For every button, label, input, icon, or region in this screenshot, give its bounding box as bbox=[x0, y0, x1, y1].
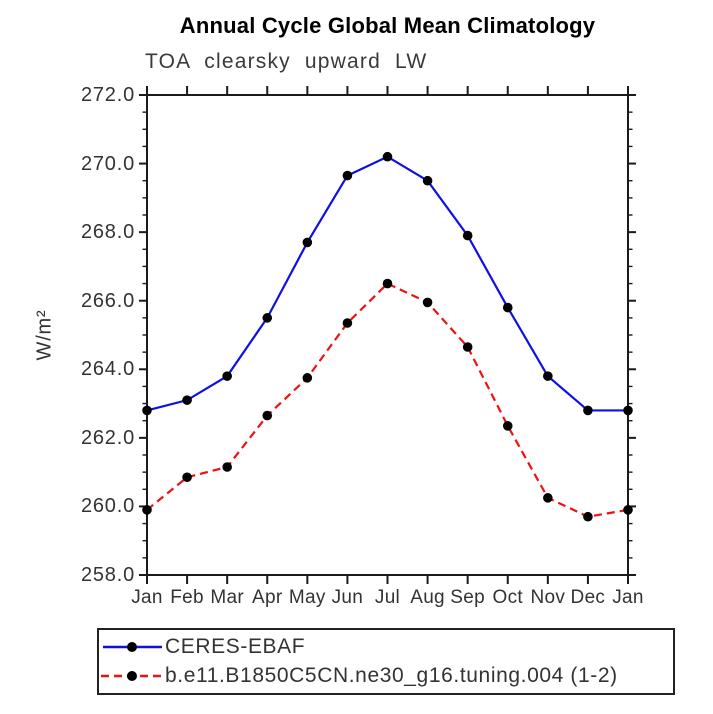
month-label: Nov bbox=[530, 587, 566, 608]
legend-box: CERES-EBAF b.e11.B1850C5CN.ne30_g16.tuni… bbox=[97, 628, 675, 695]
y-tick-label: 258.0 bbox=[80, 564, 135, 586]
legend-line-sample-dashed bbox=[101, 671, 162, 681]
chart-title: Annual Cycle Global Mean Climatology bbox=[179, 13, 596, 38]
month-label: Jun bbox=[331, 587, 364, 608]
y-tick-label: 264.0 bbox=[80, 358, 135, 381]
month-label: Mar bbox=[210, 587, 244, 608]
month-label: Jul bbox=[374, 587, 401, 608]
data-point-marker bbox=[583, 511, 593, 522]
month-label: Feb bbox=[170, 587, 204, 608]
data-point-marker bbox=[222, 462, 232, 472]
legend-label-ceres: CERES-EBAF bbox=[165, 635, 306, 658]
data-point-marker bbox=[182, 395, 192, 405]
month-label: Jan bbox=[131, 587, 163, 608]
legend-row-model: b.e11.B1850C5CN.ne30_g16.tuning.004 (1-2… bbox=[99, 661, 673, 691]
data-point-marker bbox=[583, 405, 593, 416]
y-tick-label: 268.0 bbox=[80, 221, 135, 244]
data-point-marker bbox=[382, 278, 393, 289]
month-label: Sep bbox=[450, 587, 486, 608]
data-point-marker bbox=[142, 505, 152, 515]
data-point-marker bbox=[262, 313, 273, 323]
data-point-marker bbox=[302, 237, 313, 248]
data-point-marker bbox=[222, 371, 232, 381]
y-tick-label: 260.0 bbox=[80, 495, 135, 518]
y-tick-label: 262.0 bbox=[80, 426, 135, 449]
data-point-marker bbox=[382, 151, 393, 162]
legend-label-model: b.e11.B1850C5CN.ne30_g16.tuning.004 (1-2… bbox=[165, 664, 618, 687]
data-point-marker bbox=[142, 405, 152, 416]
data-point-marker bbox=[502, 421, 513, 431]
month-label: Dec bbox=[570, 587, 606, 608]
axis-frame bbox=[146, 94, 629, 576]
data-point-marker bbox=[422, 175, 433, 186]
data-point-marker bbox=[182, 472, 192, 483]
chart-subtitle: TOA clearsky upward LW bbox=[145, 50, 428, 73]
data-point-marker bbox=[302, 373, 313, 383]
data-point-marker bbox=[462, 230, 473, 241]
month-label: Jan bbox=[612, 587, 644, 608]
series-line-1 bbox=[146, 282, 629, 518]
data-point-marker bbox=[342, 318, 353, 328]
month-label: Oct bbox=[492, 587, 523, 608]
data-point-marker bbox=[342, 170, 353, 181]
data-point-marker bbox=[623, 505, 633, 515]
data-point-marker bbox=[262, 410, 273, 421]
data-point-marker bbox=[462, 342, 473, 352]
month-label: Aug bbox=[410, 587, 445, 608]
data-point-marker bbox=[543, 493, 553, 503]
y-tick-label: 270.0 bbox=[80, 152, 135, 175]
y-tick-label: 272.0 bbox=[80, 84, 135, 106]
month-label: May bbox=[288, 587, 326, 608]
data-point-marker bbox=[623, 405, 633, 416]
y-tick-label: 266.0 bbox=[80, 289, 135, 312]
data-point-marker bbox=[502, 302, 513, 313]
month-label: Apr bbox=[252, 587, 283, 608]
legend-line-sample-solid bbox=[103, 642, 162, 652]
data-point-marker bbox=[543, 371, 553, 381]
data-point-marker bbox=[422, 297, 433, 308]
legend-row-ceres: CERES-EBAF bbox=[99, 632, 673, 662]
